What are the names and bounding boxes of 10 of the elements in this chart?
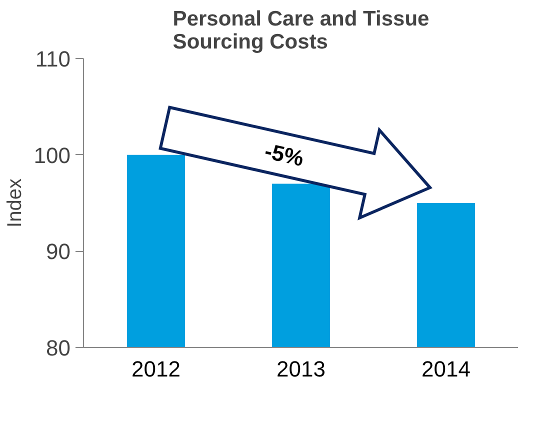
annotation: -5% — [262, 138, 306, 172]
x-tick-label: 2012 — [132, 356, 180, 382]
y-tick-label: 90 — [46, 239, 71, 264]
y-tick-label: 110 — [35, 46, 71, 72]
y-axis-title: Index — [4, 178, 26, 228]
x-tick-label: 2014 — [422, 356, 470, 382]
chart-title: Personal Care and Tissue Sourcing Costs — [172, 8, 430, 54]
y-tick-label: 100 — [34, 142, 71, 168]
x-tick-label: 2013 — [276, 356, 326, 382]
y-tick-label: 80 — [46, 336, 71, 360]
